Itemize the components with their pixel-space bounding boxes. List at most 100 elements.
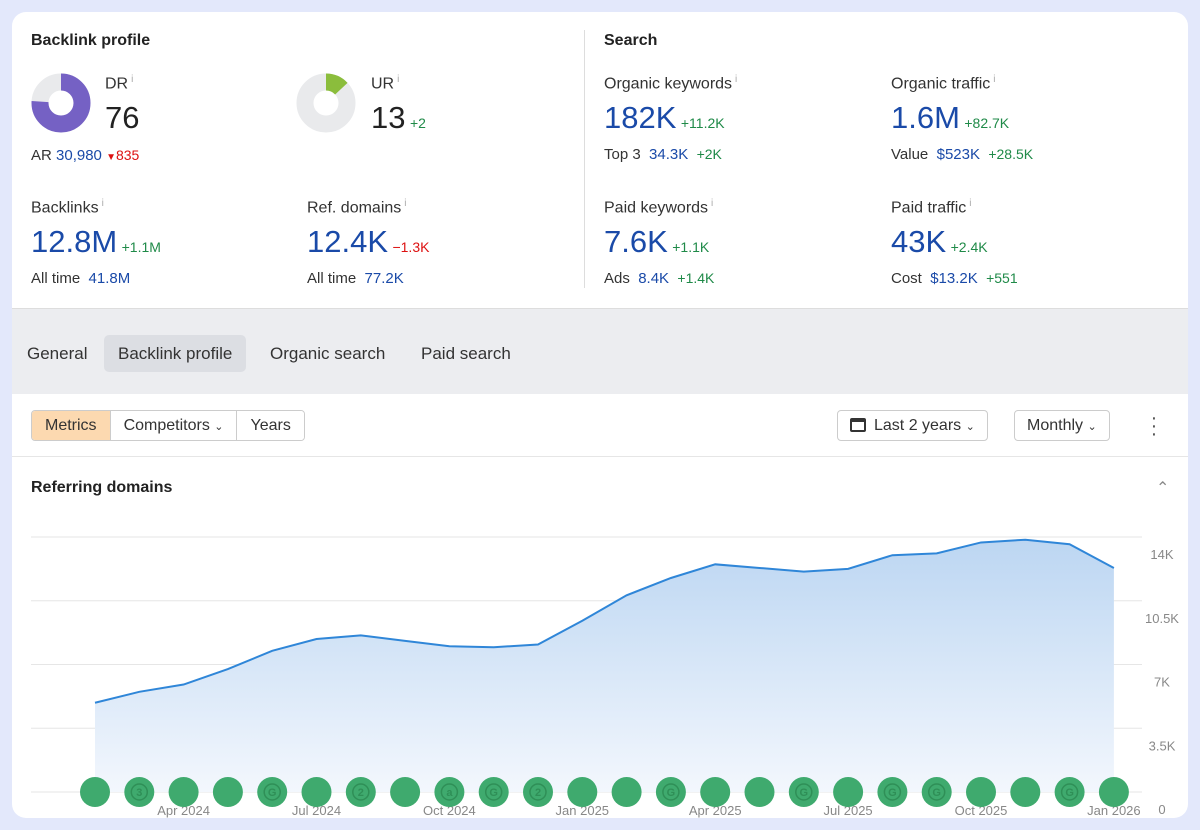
annotation-marker-ring <box>484 783 503 801</box>
ur-donut-fill <box>296 73 356 133</box>
organic-traffic-sub-value[interactable]: $523K <box>936 146 980 163</box>
interval-dropdown[interactable]: Monthly ⌄ <box>1014 410 1110 441</box>
x-tick-label: Oct 2025 <box>955 803 1008 818</box>
backlinks-change: +1.1M <box>121 239 161 255</box>
annotation-marker[interactable] <box>301 777 332 807</box>
annotation-marker[interactable] <box>1054 777 1085 807</box>
info-icon[interactable]: i <box>397 74 400 85</box>
ref-domains-change: −1.3K <box>392 239 430 255</box>
competitors-segment[interactable]: Competitors ⌄ <box>109 411 237 440</box>
organic-keywords-value-row: 182K +11.2K <box>604 100 725 136</box>
organic-traffic-sub: Value $523K +28.5K <box>891 146 1033 163</box>
organic-keywords-label-text: Organic keywords <box>604 75 733 93</box>
ref-domains-all-time: All time 77.2K <box>307 270 404 287</box>
tab-paid-search[interactable]: Paid search <box>421 344 511 363</box>
info-icon[interactable]: i <box>131 74 134 85</box>
annotation-marker-ring <box>440 783 459 801</box>
ar-change-value: 835 <box>115 147 140 163</box>
annotation-marker[interactable] <box>124 777 155 807</box>
organic-traffic-sub-change: +28.5K <box>988 146 1034 162</box>
tab-general[interactable]: General <box>27 344 88 363</box>
interval-label: Monthly <box>1027 417 1084 434</box>
chevron-down-icon: ⌄ <box>1087 421 1097 433</box>
annotation-marker[interactable] <box>80 777 110 807</box>
annotation-marker[interactable] <box>833 777 864 807</box>
annotation-marker[interactable] <box>1098 777 1129 807</box>
annotation-marker[interactable] <box>788 777 819 807</box>
ur-value-row: 13 +2 <box>371 100 426 136</box>
annotation-marker[interactable] <box>700 777 731 807</box>
y-tick-label: 7K <box>1154 675 1170 690</box>
info-icon[interactable]: i <box>735 74 738 85</box>
ur-label: UR i <box>371 74 399 93</box>
annotation-marker-ring <box>130 783 149 801</box>
paid-traffic-value[interactable]: 43K <box>891 224 947 259</box>
paid-keywords-sub-value[interactable]: 8.4K <box>638 270 670 287</box>
annotation-marker[interactable] <box>655 777 686 807</box>
toolbar-divider <box>12 456 1188 457</box>
organic-traffic-value[interactable]: 1.6M <box>891 100 960 135</box>
all-time-value[interactable]: 77.2K <box>364 270 404 287</box>
x-tick-label: Apr 2024 <box>157 803 210 818</box>
x-tick-label: Jan 2025 <box>556 803 610 818</box>
paid-keywords-sub: Ads 8.4K +1.4K <box>604 270 714 287</box>
annotation-marker[interactable] <box>611 777 642 807</box>
annotation-marker[interactable] <box>877 777 908 807</box>
more-options-icon[interactable]: · · · <box>1150 407 1158 445</box>
paid-traffic-sub-value[interactable]: $13.2K <box>930 270 978 287</box>
organic-keywords-sub-value[interactable]: 34.3K <box>649 146 689 163</box>
ref-domains-label-text: Ref. domains <box>307 199 402 217</box>
backlink-profile-title: Backlink profile <box>31 32 151 49</box>
ar-value[interactable]: 30,980 <box>56 147 102 164</box>
organic-traffic-sub-label: Value <box>891 146 929 163</box>
annotation-marker[interactable] <box>390 777 421 807</box>
info-icon[interactable]: i <box>711 198 714 209</box>
years-segment[interactable]: Years <box>236 411 304 440</box>
annotation-marker-ring <box>795 783 813 801</box>
annotation-marker-ring <box>927 783 946 801</box>
annotation-marker[interactable] <box>921 777 952 807</box>
tab-backlink-profile[interactable]: Backlink profile <box>104 335 247 372</box>
collapse-chevron-icon[interactable]: ⌃ <box>1156 480 1170 497</box>
backlinks-value[interactable]: 12.8M <box>31 224 118 259</box>
organic-traffic-value-row: 1.6M +82.7K <box>891 100 1009 136</box>
annotation-marker[interactable] <box>345 777 376 807</box>
organic-keywords-value[interactable]: 182K <box>604 100 677 135</box>
annotation-marker-ring <box>263 783 281 801</box>
info-icon[interactable]: i <box>404 198 407 209</box>
ur-value: 13 <box>371 100 406 135</box>
paid-traffic-value-row: 43K +2.4K <box>891 224 988 260</box>
annotation-marker[interactable] <box>212 777 243 807</box>
info-icon[interactable]: i <box>101 198 104 209</box>
annotation-marker[interactable] <box>744 777 775 807</box>
paid-traffic-label: Paid traffic i <box>891 198 972 217</box>
annotation-marker[interactable] <box>567 777 598 807</box>
google-update-icon: G <box>268 787 277 799</box>
annotation-marker[interactable] <box>257 777 288 807</box>
series-line <box>94 538 1115 704</box>
annotation-marker[interactable] <box>168 777 199 807</box>
section-divider <box>584 30 585 288</box>
annotation-marker[interactable] <box>434 777 465 807</box>
dr-label-text: DR <box>105 75 129 93</box>
annotation-marker[interactable] <box>478 777 509 807</box>
ref-domains-value[interactable]: 12.4K <box>307 224 389 259</box>
area-fill <box>95 539 1114 792</box>
info-icon[interactable]: i <box>969 198 972 209</box>
organic-traffic-label: Organic traffic i <box>891 74 996 93</box>
annotation-marker-ring <box>529 783 547 801</box>
paid-keywords-value[interactable]: 7.6K <box>604 224 668 259</box>
date-range-dropdown[interactable]: Last 2 years ⌄ <box>837 410 988 441</box>
organic-keywords-label: Organic keywords i <box>604 74 737 93</box>
google-update-icon: G <box>667 787 676 799</box>
info-icon[interactable]: i <box>993 74 996 85</box>
chevron-down-icon: ⌄ <box>965 421 975 433</box>
annotation-marker[interactable] <box>966 777 996 807</box>
metrics-segment[interactable]: Metrics <box>32 411 110 440</box>
dr-label: DR i <box>105 74 133 93</box>
all-time-label: All time <box>31 270 81 287</box>
annotation-marker[interactable] <box>523 777 553 807</box>
annotation-marker[interactable] <box>1010 777 1041 807</box>
tab-organic-search[interactable]: Organic search <box>270 344 386 363</box>
all-time-value[interactable]: 41.8M <box>88 270 131 287</box>
